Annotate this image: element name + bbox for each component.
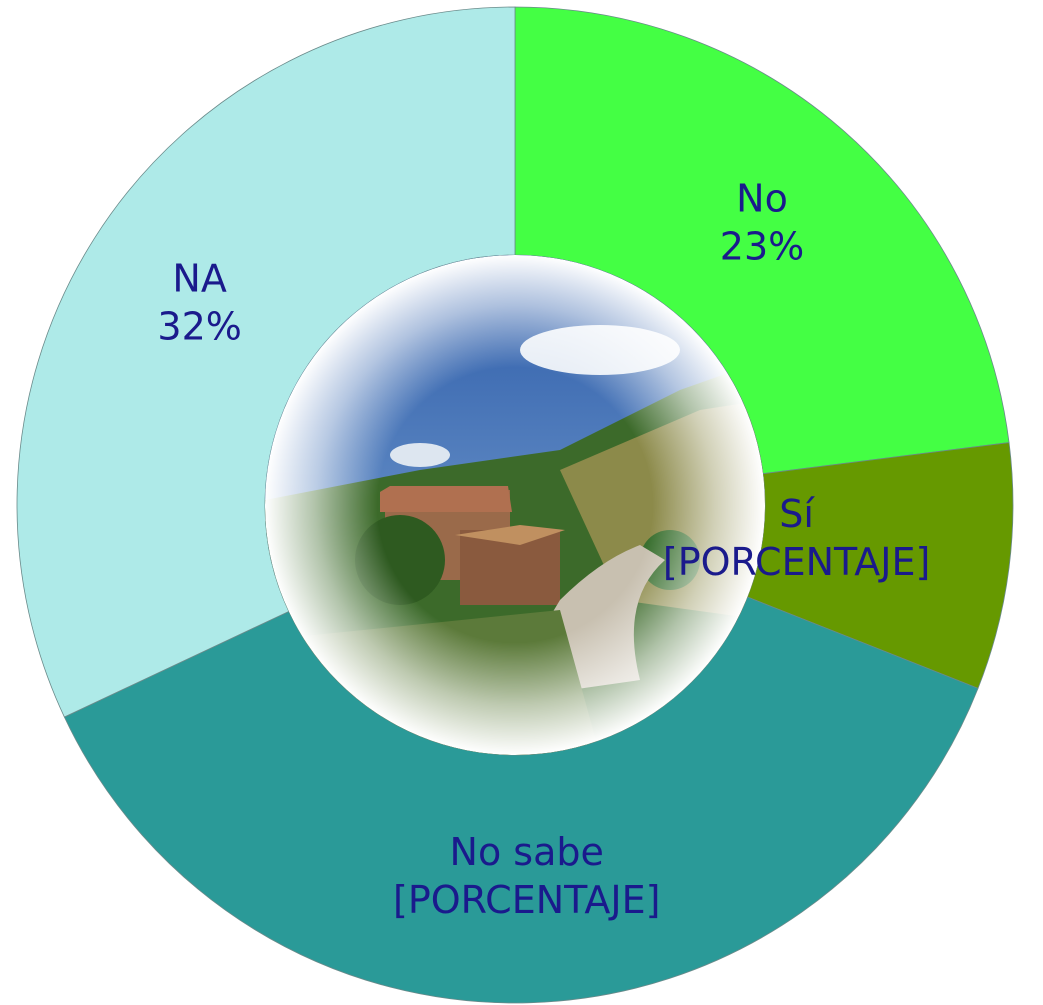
center-photo [265,255,765,755]
slice-category-label: No [736,176,788,220]
slice-value-label: 23% [720,224,804,268]
slice-value-label: [PORCENTAJE] [393,878,660,922]
slice-category-label: NA [172,256,226,300]
donut-slice [63,596,979,1004]
slice-value-label: [PORCENTAJE] [663,540,930,584]
slice-category-label: No sabe [450,830,604,874]
slice-value-label: 32% [157,304,241,348]
slice-category-label: Sí [779,492,815,536]
slices [16,6,1014,1004]
